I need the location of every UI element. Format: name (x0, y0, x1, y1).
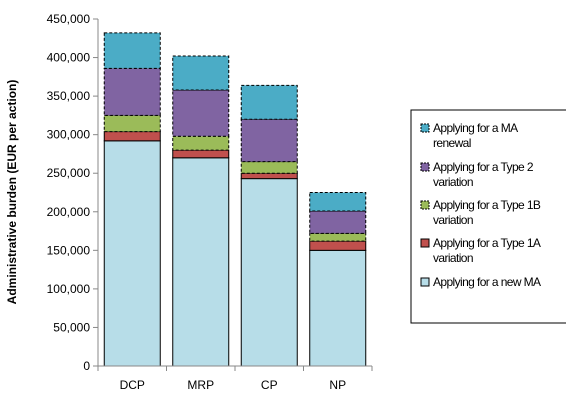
legend-box (410, 109, 566, 324)
legend-label: renewal (433, 136, 471, 150)
y-tick-label: 250,000 (47, 166, 91, 180)
bar-segment (240, 161, 298, 174)
y-axis-ticks: 0 50,000 100,000 150,000 200,000 250,000 300,0… (47, 12, 98, 373)
bar-segment (103, 131, 161, 142)
bar-segment (103, 114, 161, 133)
legend-label: Applying for a new MA (433, 275, 541, 289)
bar-segment (240, 118, 298, 163)
bar-segment (309, 240, 367, 251)
legend-label: variation (433, 251, 473, 265)
x-tick-label: NP (329, 378, 346, 392)
y-tick-label: 0 (83, 359, 90, 373)
legend-label: Applying for a Type 1A (433, 236, 541, 250)
legend-label: Applying for a Type 2 (433, 160, 534, 174)
y-tick-label: 150,000 (47, 243, 91, 257)
bar-segment (172, 149, 230, 159)
legend-swatch (420, 277, 430, 287)
x-tick-label: MRP (187, 378, 214, 392)
y-tick-label: 400,000 (47, 51, 91, 65)
bar-segment (240, 178, 298, 367)
legend-swatch (420, 238, 430, 248)
bar-segment (240, 84, 298, 120)
y-tick-label: 450,000 (47, 12, 91, 26)
y-tick-label: 350,000 (47, 89, 91, 103)
legend-label: Applying for a Type 1B (433, 198, 541, 212)
legend-label: variation (433, 175, 473, 189)
bar-segment (309, 192, 367, 212)
x-tick-label: DCP (120, 378, 145, 392)
legend-label: variation (433, 213, 473, 227)
bar-segment (103, 140, 161, 367)
x-axis-ticks: DCP MRP CP NP (97, 366, 373, 392)
bar-segment (172, 135, 230, 151)
bar-segment (103, 67, 161, 116)
x-tick-label: CP (261, 378, 278, 392)
legend-swatch (420, 123, 430, 133)
y-tick-label: 200,000 (47, 205, 91, 219)
legend-swatch (420, 162, 430, 172)
y-tick-label: 50,000 (53, 320, 90, 334)
bar-segment (172, 89, 230, 137)
legend-label: Applying for a MA (433, 121, 518, 135)
bar-segment (309, 232, 367, 242)
bar-segment (240, 172, 298, 180)
bar-segment (172, 157, 230, 367)
y-axis-title: Administrative burden (EUR per action) (5, 80, 19, 305)
bars (103, 32, 367, 367)
bar-segment (103, 32, 161, 69)
y-tick-label: 300,000 (47, 128, 91, 142)
legend-swatch (420, 200, 430, 210)
bar-segment (172, 55, 230, 91)
bar-segment (309, 210, 367, 234)
bar-segment (309, 249, 367, 367)
y-tick-label: 100,000 (47, 282, 91, 296)
